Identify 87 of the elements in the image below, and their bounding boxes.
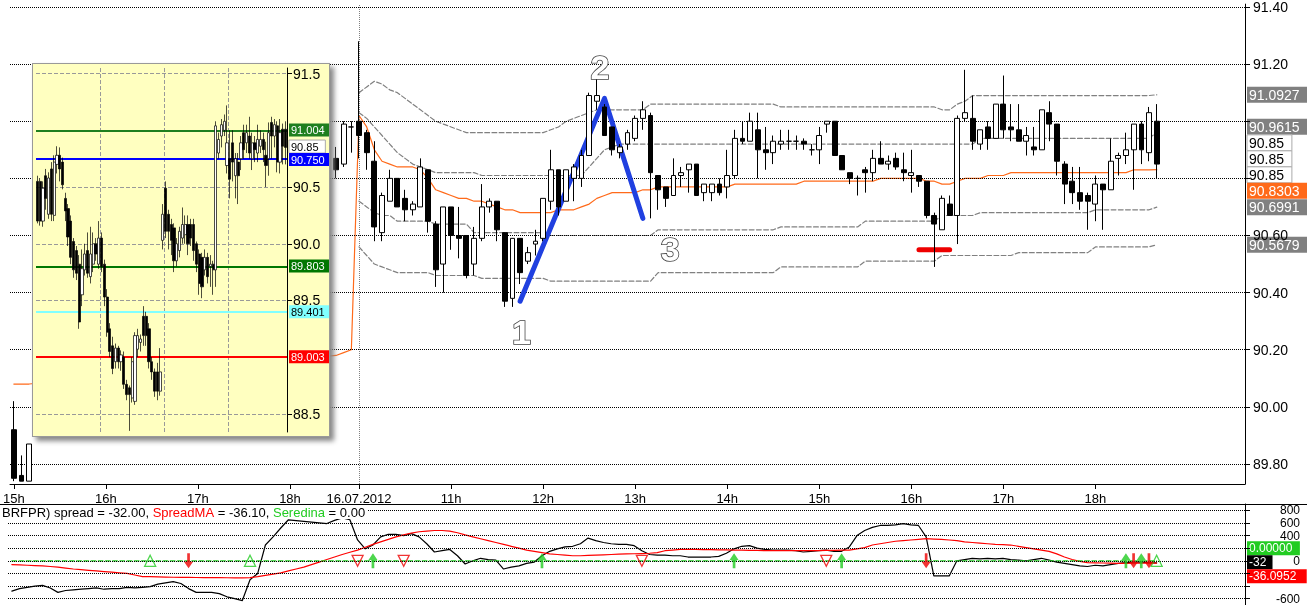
candlestick	[793, 135, 799, 151]
y-tick-label: 90.40	[1253, 284, 1289, 301]
candlestick	[939, 195, 945, 231]
candlestick	[517, 237, 523, 285]
candlestick	[1031, 126, 1037, 157]
candlestick	[525, 246, 531, 265]
candlestick	[172, 223, 176, 273]
ref-line-label: 89.803	[291, 260, 325, 273]
candlestick	[1115, 152, 1121, 177]
y-tick-label: 800	[1279, 503, 1301, 518]
y-tick-label: 0	[1293, 553, 1301, 568]
y-tick-label: -600	[1275, 591, 1301, 605]
candlestick	[709, 183, 715, 202]
x-tick-label: 11h	[440, 491, 462, 506]
text: 90.9615	[1249, 118, 1300, 135]
y-tick-label: 600	[1279, 515, 1301, 530]
y-tick-label: 91.5	[293, 65, 321, 82]
annotation: = -36.10,	[214, 505, 270, 520]
candlestick	[617, 143, 623, 159]
candlestick	[625, 129, 630, 151]
x-tick-label: 16h	[95, 491, 117, 506]
candlestick	[117, 345, 120, 369]
text: 0.00000	[1249, 541, 1293, 556]
text: -32	[1249, 555, 1267, 570]
candlestick	[778, 129, 784, 151]
candlestick	[278, 118, 282, 174]
ref-line-label: 90.750	[291, 153, 325, 166]
candlestick	[256, 124, 259, 163]
candlestick	[142, 305, 145, 347]
x-tick-label: 17h	[187, 491, 209, 506]
annotation: 90.85	[291, 140, 319, 153]
x-tick-label: 16.07.2012	[326, 491, 392, 506]
candlestick	[701, 183, 707, 202]
x-tick-label: 13h	[624, 491, 647, 506]
x-tick-label: 17h	[992, 491, 1015, 506]
text: 90.8303	[1249, 182, 1300, 199]
annotation: 2	[590, 48, 610, 87]
y-tick-label: 90.0	[293, 235, 321, 252]
candlestick	[786, 129, 792, 151]
candlestick	[801, 137, 807, 151]
candlestick	[186, 215, 190, 256]
y-tick-label: 91.40	[1253, 0, 1289, 15]
candlestick	[609, 126, 615, 157]
candlestick	[200, 252, 204, 299]
candlestick	[333, 146, 339, 179]
x-tick-label: 16h	[900, 491, 923, 506]
text: SpreadMA	[152, 505, 215, 520]
ref-line-label: 89.003	[291, 350, 325, 363]
annotation: 3	[660, 230, 680, 269]
candlestick	[364, 129, 370, 171]
text: 91.0927	[1249, 86, 1300, 103]
candlestick	[97, 220, 100, 270]
candlestick	[36, 175, 39, 224]
text: 90.85	[1249, 166, 1285, 183]
y-tick-label: 91.20	[1253, 56, 1289, 73]
candlestick	[893, 152, 899, 171]
candlestick	[1100, 183, 1106, 231]
x-tick-label: 14h	[716, 491, 739, 506]
candlestick	[159, 347, 162, 397]
chart-title: BRFPR)	[2, 505, 51, 520]
x-tick-label: 18h	[279, 491, 301, 506]
annotation: = -32.00,	[93, 505, 150, 520]
y-tick-label: 88.5	[293, 405, 321, 422]
candlestick	[276, 120, 279, 173]
candlestick	[1123, 132, 1129, 165]
annotation: 1	[512, 313, 532, 352]
y-tick-label: 400	[1279, 528, 1301, 543]
y-tick-label: 90.5	[293, 179, 321, 196]
candlestick	[663, 186, 669, 208]
candlestick	[89, 226, 92, 284]
candlestick	[206, 252, 209, 284]
text: -36.0952	[1249, 569, 1297, 584]
y-tick-label: 90.20	[1253, 341, 1289, 358]
text: spread	[54, 505, 94, 520]
text: 90.85	[1249, 134, 1285, 151]
x-tick-label: 18h	[1084, 491, 1107, 506]
x-tick-label: 12h	[532, 491, 554, 506]
y-tick-label: 90.00	[1253, 398, 1289, 415]
y-tick-label: 89.80	[1253, 456, 1289, 473]
x-tick-label: 15h	[2, 491, 25, 506]
ref-line-label: 91.004	[291, 123, 325, 136]
text: 90.6991	[1249, 199, 1300, 216]
annotation: = 0.00	[325, 505, 366, 520]
text: 90.85	[1249, 150, 1285, 167]
candlestick	[402, 189, 408, 222]
text: Seredina	[272, 505, 326, 520]
x-tick-label: 15h	[808, 491, 831, 506]
